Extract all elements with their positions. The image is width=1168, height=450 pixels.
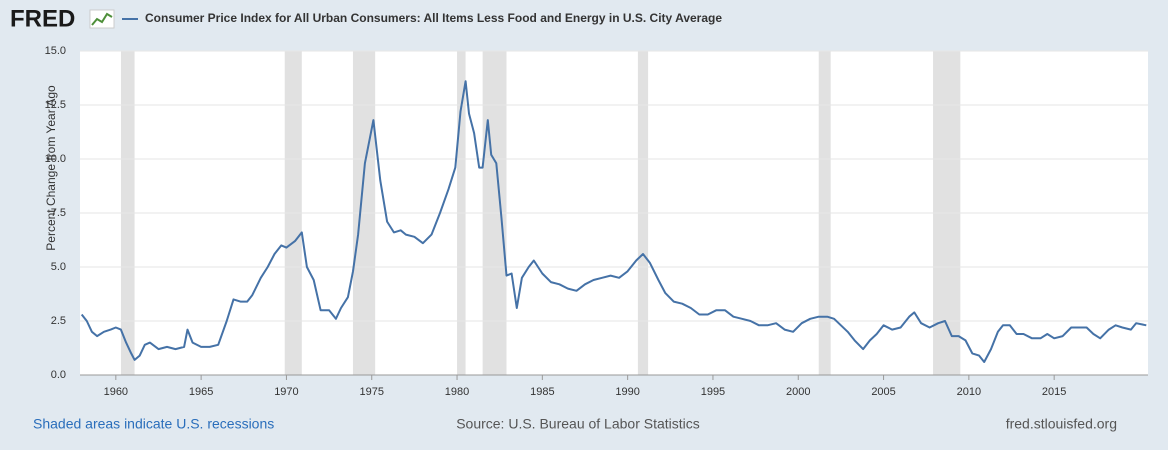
x-tick-label: 1965 (189, 386, 213, 398)
x-tick-label: 2005 (871, 386, 895, 398)
y-tick-label: 7.5 (51, 207, 66, 219)
source: Source: U.S. Bureau of Labor Statistics (456, 416, 700, 432)
y-axis-label: Percent Change from Year Ago (44, 85, 58, 251)
x-tick-label: 2010 (957, 386, 981, 398)
y-tick-label: 12.5 (45, 99, 66, 111)
logo[interactable]: FRED (10, 5, 75, 32)
legend-label: Consumer Price Index for All Urban Consu… (145, 11, 722, 25)
x-tick-label: 2000 (786, 386, 810, 398)
x-tick-label: 2015 (1042, 386, 1066, 398)
x-tick-label: 1985 (530, 386, 554, 398)
recession-note[interactable]: Shaded areas indicate U.S. recessions (33, 416, 274, 432)
x-tick-label: 1980 (445, 386, 469, 398)
x-tick-label: 1975 (359, 386, 383, 398)
y-tick-label: 15.0 (45, 45, 66, 57)
x-tick-label: 1990 (615, 386, 639, 398)
y-tick-label: 2.5 (51, 315, 66, 327)
series-line (80, 80, 1147, 363)
x-tick-label: 1960 (104, 386, 128, 398)
site[interactable]: fred.stlouisfed.org (1006, 416, 1117, 432)
x-tick-label: 1970 (274, 386, 298, 398)
x-tick-label: 1995 (701, 386, 725, 398)
y-tick-label: 5.0 (51, 261, 66, 273)
y-tick-label: 0.0 (51, 369, 66, 381)
y-tick-label: 10.0 (45, 153, 66, 165)
logo-icon (89, 9, 115, 29)
